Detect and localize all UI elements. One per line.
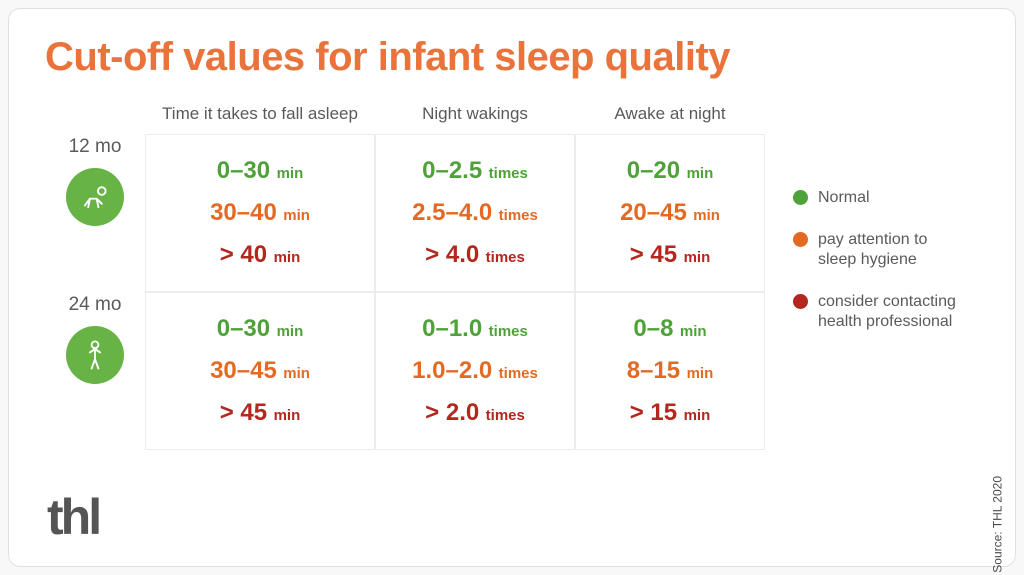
value-attention: 8–15 min bbox=[627, 357, 714, 385]
value-concern: > 45 min bbox=[630, 241, 711, 269]
value-attention: 30–40 min bbox=[210, 199, 310, 227]
row-label-24mo: 24 mo bbox=[45, 294, 145, 452]
col-header: Night wakings bbox=[375, 98, 575, 134]
dot-icon bbox=[793, 294, 808, 309]
thl-logo: thl bbox=[47, 488, 99, 546]
standing-child-icon bbox=[66, 326, 124, 384]
value-concern: > 4.0 times bbox=[425, 241, 525, 269]
data-table: Time it takes to fall asleep Night wakin… bbox=[145, 98, 765, 450]
col-header: Time it takes to fall asleep bbox=[145, 98, 375, 134]
value-normal: 0–8 min bbox=[633, 315, 706, 343]
value-normal: 0–30 min bbox=[217, 157, 304, 185]
value-attention: 2.5–4.0 times bbox=[412, 199, 538, 227]
value-attention: 1.0–2.0 times bbox=[412, 357, 538, 385]
content-row: 12 mo 24 mo Time it ta bbox=[45, 98, 979, 452]
legend: Normal pay attention to sleep hygiene co… bbox=[793, 98, 958, 332]
table-cell: 0–1.0 times 1.0–2.0 times > 2.0 times bbox=[375, 292, 575, 450]
value-attention: 20–45 min bbox=[620, 199, 720, 227]
infographic-frame: Cut-off values for infant sleep quality … bbox=[8, 8, 1016, 567]
table-cell: 0–30 min 30–40 min > 40 min bbox=[145, 134, 375, 292]
value-normal: 0–20 min bbox=[627, 157, 714, 185]
age-label: 24 mo bbox=[69, 294, 122, 316]
legend-item-normal: Normal bbox=[793, 188, 958, 208]
table-cell: 0–2.5 times 2.5–4.0 times > 4.0 times bbox=[375, 134, 575, 292]
legend-label: consider contacting health professional bbox=[818, 292, 958, 332]
value-normal: 0–30 min bbox=[217, 315, 304, 343]
dot-icon bbox=[793, 190, 808, 205]
legend-label: Normal bbox=[818, 188, 870, 208]
table-cell: 0–20 min 20–45 min > 45 min bbox=[575, 134, 765, 292]
value-concern: > 2.0 times bbox=[425, 399, 525, 427]
row-label-12mo: 12 mo bbox=[45, 136, 145, 294]
value-attention: 30–45 min bbox=[210, 357, 310, 385]
legend-label: pay attention to sleep hygiene bbox=[818, 230, 958, 270]
crawling-infant-icon bbox=[66, 168, 124, 226]
value-concern: > 15 min bbox=[630, 399, 711, 427]
value-concern: > 40 min bbox=[220, 241, 301, 269]
value-normal: 0–2.5 times bbox=[422, 157, 528, 185]
source-attribution: Source: THL 2020 bbox=[991, 476, 1005, 573]
col-header: Awake at night bbox=[575, 98, 765, 134]
value-concern: > 45 min bbox=[220, 399, 301, 427]
legend-item-concern: consider contacting health professional bbox=[793, 292, 958, 332]
row-label-column: 12 mo 24 mo bbox=[45, 98, 145, 452]
dot-icon bbox=[793, 232, 808, 247]
table-cell: 0–30 min 30–45 min > 45 min bbox=[145, 292, 375, 450]
page-title: Cut-off values for infant sleep quality bbox=[45, 35, 979, 80]
legend-item-attention: pay attention to sleep hygiene bbox=[793, 230, 958, 270]
table-cell: 0–8 min 8–15 min > 15 min bbox=[575, 292, 765, 450]
value-normal: 0–1.0 times bbox=[422, 315, 528, 343]
age-label: 12 mo bbox=[69, 136, 122, 158]
